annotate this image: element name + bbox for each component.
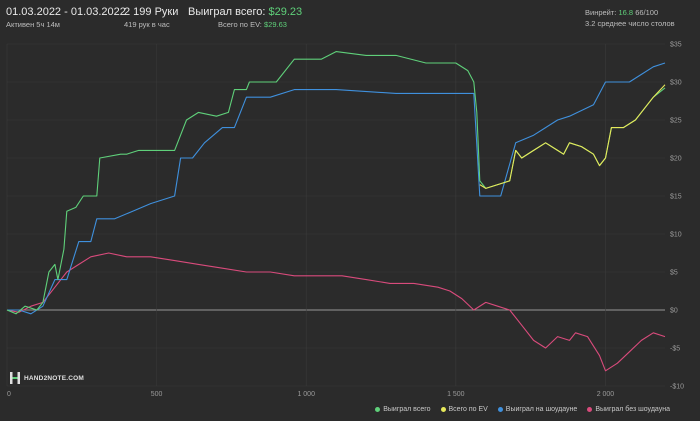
legend-dot-icon [440, 407, 446, 412]
legend-item[interactable]: Выиграл всего [375, 406, 431, 413]
ev-total-label: Всего по EV: [218, 20, 262, 29]
y-tick-label: $15 [670, 194, 682, 201]
won-total: Выиграл всего: $29.23 [188, 6, 302, 18]
y-tick-label: $30 [670, 80, 682, 87]
legend-item[interactable]: Всего по EV [440, 406, 488, 413]
y-tick-label: $5 [670, 270, 678, 277]
brand-logo: HAND2NOTE.COM [10, 372, 84, 384]
series-line-2 [7, 62, 666, 315]
hand2note-logo-icon [10, 372, 20, 384]
y-tick-label: -$5 [670, 346, 680, 353]
active-time: Активен 5ч 14м [6, 20, 60, 29]
legend-label: Выиграл всего [383, 406, 431, 413]
legend-item[interactable]: Выиграл на шоудауне [497, 406, 578, 413]
winrate-label: Винрейт: [585, 8, 617, 17]
hands-block: 2 199 Руки 419 рук в час [124, 6, 178, 29]
x-tick-label: 2 000 [597, 391, 615, 398]
ev-total: Всего по EV: $29.63 [188, 20, 302, 29]
tables-avg: 3.2 среднее число столов [585, 19, 675, 28]
x-tick-label: 1 500 [447, 391, 465, 398]
won-total-value: $29.23 [268, 6, 303, 18]
winrate: Винрейт: 16.8 66/100 [585, 8, 675, 17]
series-line-1 [479, 84, 666, 189]
legend-label: Всего по EV [448, 406, 488, 413]
ev-total-value: $29.63 [263, 20, 287, 29]
x-tick-label: 0 [7, 391, 11, 398]
series-line-3 [6, 252, 666, 372]
y-tick-label: $0 [670, 308, 678, 315]
legend-item[interactable]: Выиграл без шоудауна [587, 406, 670, 413]
y-tick-label: $20 [670, 156, 682, 163]
graph-chart: -$10 -$5 $0 $5 $10 $15 $20 $25 $30 $35 0 500 1 000 1 … [6, 42, 684, 398]
y-tick-label: -$10 [670, 384, 684, 391]
legend-dot-icon [375, 407, 381, 412]
x-tick-label: 1 000 [297, 391, 315, 398]
legend-label: Выиграл на шоудауне [505, 406, 578, 413]
legend-dot-icon [587, 407, 593, 412]
y-tick-label: $35 [670, 42, 682, 49]
summary-header: 01.03.2022 - 01.03.2022 Активен 5ч 14м 2… [0, 0, 700, 32]
won-total-label: Выиграл всего: [188, 6, 266, 18]
chart-legend: Выиграл всего Всего по EV Выиграл на шоуда… [375, 406, 670, 413]
hands-count: 2 199 Руки [124, 6, 179, 18]
winrate-value: 16.8 [618, 8, 634, 17]
hands-rate: 419 рук в час [124, 20, 170, 29]
won-block: Выиграл всего: $29.23 Всего по EV: $29.6… [188, 6, 302, 29]
date-range: 01.03.2022 - 01.03.2022 [6, 6, 126, 18]
y-tick-label: $10 [670, 232, 682, 239]
legend-dot-icon [497, 407, 503, 412]
winrate-block: Винрейт: 16.8 66/100 3.2 среднее число с… [585, 8, 675, 28]
y-tick-label: $25 [670, 118, 682, 125]
brand-text: HAND2NOTE.COM [24, 374, 85, 382]
series-line-0 [6, 51, 666, 315]
legend-label: Выиграл без шоудауна [595, 406, 670, 413]
winrate-suffix: 66/100 [635, 8, 659, 17]
date-block: 01.03.2022 - 01.03.2022 Активен 5ч 14м [6, 6, 126, 29]
x-tick-label: 500 [151, 391, 163, 398]
